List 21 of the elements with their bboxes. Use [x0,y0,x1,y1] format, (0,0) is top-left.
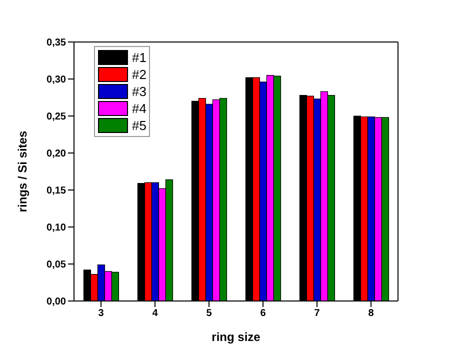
y-tick-label: 0,35 [46,38,66,49]
x-tick-label: 3 [98,308,104,320]
y-tick-label: 0,25 [46,112,66,123]
y-tick-label: 0,30 [46,74,66,86]
legend-label: #2 [132,67,146,82]
y-axis-title: rings / Si sites [15,130,30,212]
y-tick-label: 0,15 [46,186,66,197]
x-tick-label: 4 [152,308,158,320]
x-tick-label: 7 [314,308,320,320]
legend-label: #5 [132,118,146,133]
y-tick-label: 0,10 [46,222,66,234]
legend-label: #3 [132,84,146,99]
x-tick-label: 5 [206,308,212,320]
legend-label: #1 [132,50,146,65]
x-tick-label: 8 [368,308,374,320]
y-tick-label: 0,05 [46,260,66,271]
legend-label: #4 [132,101,146,116]
x-axis-title: ring size [212,330,261,344]
x-tick-label: 6 [260,308,266,320]
y-tick-label: 0,00 [46,296,66,308]
y-tick-label: 0,20 [46,148,66,160]
